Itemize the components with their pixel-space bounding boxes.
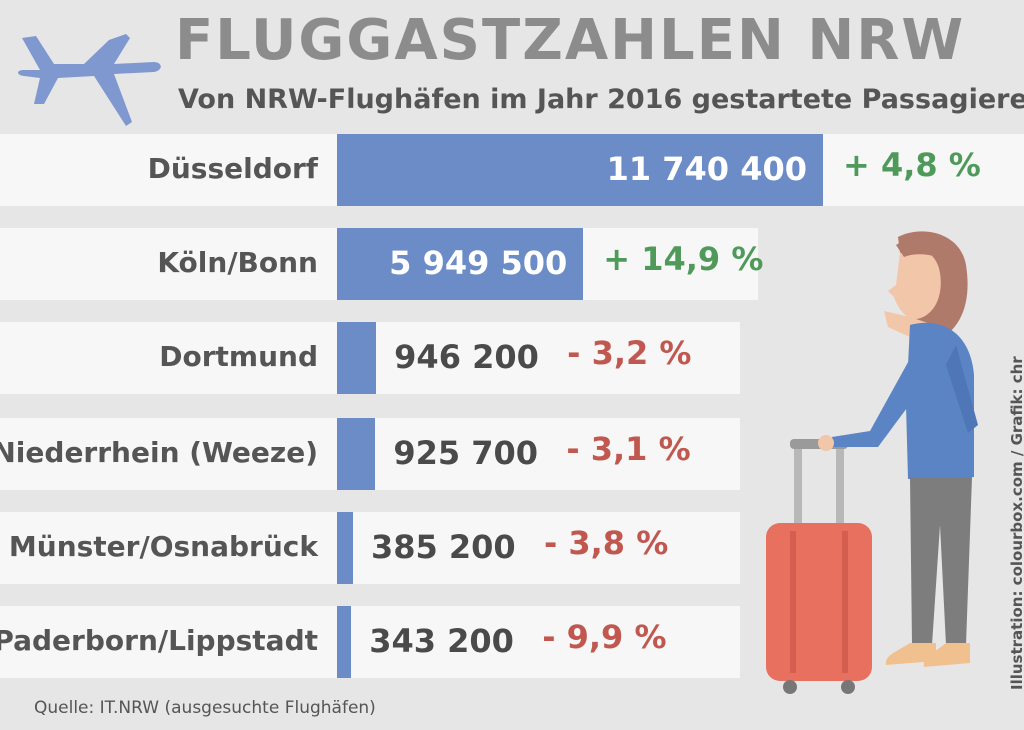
category-label: Köln/Bonn [157,246,318,279]
bar [337,606,352,678]
change-label: + 4,8 % [843,146,981,184]
traveler-illustration [766,231,978,694]
chart-title: FLUGGASTZAHLEN NRW [175,8,966,73]
change-label: - 9,9 % [542,618,667,656]
category-label: Niederrhein (Weeze) [0,436,318,469]
data-label: 11 740 400 [606,150,807,188]
category-label: Düsseldorf [147,152,318,185]
bar [337,134,823,206]
change-label: + 14,9 % [603,240,764,278]
source-note: Quelle: IT.NRW (ausgesuchte Flughäfen) [34,698,376,718]
bar [337,418,376,490]
category-label: Münster/Osnabrück [8,530,318,563]
chart-subtitle: Von NRW-Flughäfen im Jahr 2016 gestartet… [178,84,1024,115]
change-label: - 3,8 % [543,524,669,562]
airplane-icon [18,34,161,126]
category-label: Paderborn/Lippstadt [0,624,318,657]
change-label: - 3,2 % [567,334,692,372]
bar [337,512,353,584]
row-band [0,606,740,678]
data-label: 946 200 [394,338,539,376]
data-label: 5 949 500 [389,244,568,282]
data-label: 925 700 [393,434,539,472]
illustration-credit: Illustration: colourbox.com / Grafik: ch… [1008,356,1024,690]
data-label: 385 200 [370,528,516,566]
bar [337,322,377,394]
category-label: Dortmund [159,340,318,373]
row-band [0,512,740,584]
change-label: - 3,1 % [566,430,691,468]
bar [337,228,584,300]
data-label: 343 200 [369,622,514,660]
